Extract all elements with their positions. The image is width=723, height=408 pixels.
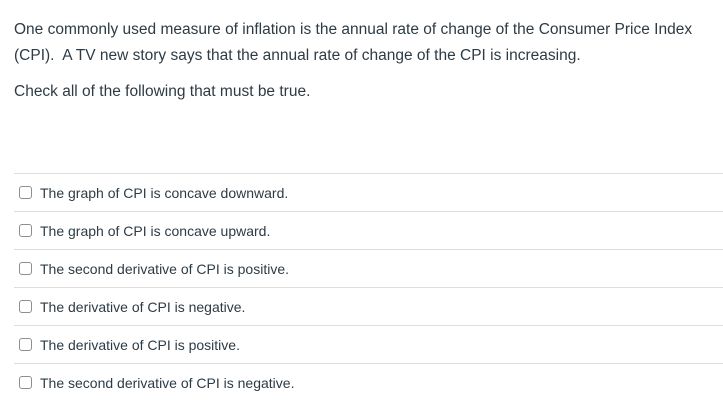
answer-row: The derivative of CPI is positive. bbox=[14, 325, 723, 363]
answer-label[interactable]: The derivative of CPI is positive. bbox=[40, 336, 240, 353]
answer-row: The graph of CPI is concave downward. bbox=[14, 173, 723, 211]
answer-label[interactable]: The second derivative of CPI is negative… bbox=[40, 374, 295, 391]
checkbox[interactable] bbox=[19, 300, 32, 313]
question-prompt: Check all of the following that must be … bbox=[14, 83, 311, 100]
checkbox[interactable] bbox=[19, 186, 32, 199]
answer-row: The second derivative of CPI is positive… bbox=[14, 249, 723, 287]
answer-label[interactable]: The graph of CPI is concave downward. bbox=[40, 184, 289, 201]
question-text: One commonly used measure of inflation i… bbox=[14, 17, 709, 69]
answer-row: The second derivative of CPI is negative… bbox=[14, 363, 723, 401]
checkbox[interactable] bbox=[19, 338, 32, 351]
answer-label[interactable]: The second derivative of CPI is positive… bbox=[40, 260, 290, 277]
checkbox[interactable] bbox=[19, 376, 32, 389]
answer-label[interactable]: The derivative of CPI is negative. bbox=[40, 298, 246, 315]
question-line-1: One commonly used measure of inflation i… bbox=[14, 21, 693, 38]
answer-row: The derivative of CPI is negative. bbox=[14, 287, 723, 325]
answer-list: The graph of CPI is concave downward. Th… bbox=[0, 173, 723, 401]
question-line-2: (CPI). A TV new story says that the annu… bbox=[14, 47, 581, 64]
question-block: One commonly used measure of inflation i… bbox=[0, 0, 723, 105]
checkbox[interactable] bbox=[19, 262, 32, 275]
answer-label[interactable]: The graph of CPI is concave upward. bbox=[40, 222, 271, 239]
answer-row: The graph of CPI is concave upward. bbox=[14, 211, 723, 249]
checkbox[interactable] bbox=[19, 224, 32, 237]
